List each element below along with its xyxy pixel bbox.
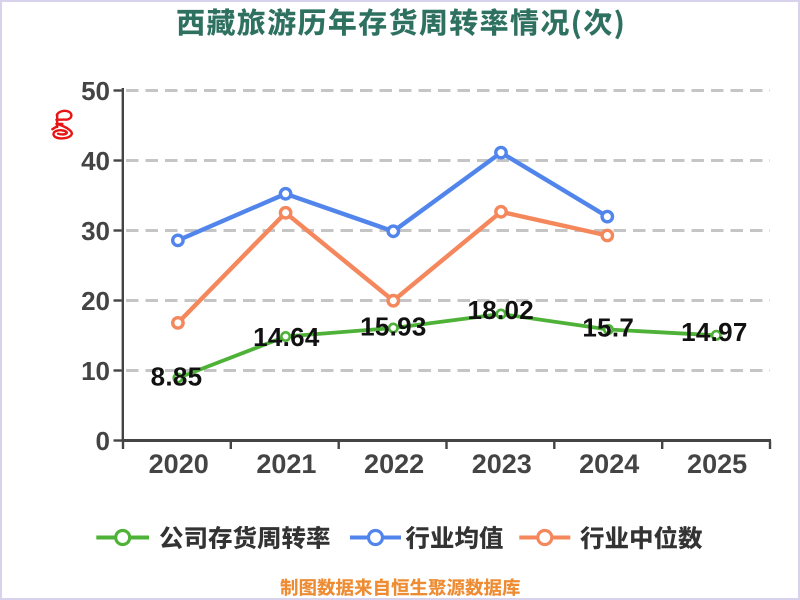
svg-text:2025: 2025 — [687, 449, 747, 479]
svg-text:14.64: 14.64 — [253, 322, 320, 352]
svg-text:8.85: 8.85 — [151, 362, 203, 392]
svg-text:18.02: 18.02 — [468, 295, 535, 325]
svg-text:20: 20 — [81, 286, 110, 316]
svg-text:2023: 2023 — [472, 449, 532, 479]
svg-text:0: 0 — [96, 426, 110, 456]
svg-text:15.7: 15.7 — [582, 313, 634, 343]
svg-text:2024: 2024 — [579, 449, 639, 479]
svg-text:40: 40 — [81, 146, 110, 176]
svg-text:10: 10 — [81, 356, 110, 386]
svg-text:15.93: 15.93 — [360, 312, 427, 342]
svg-text:2020: 2020 — [149, 449, 209, 479]
svg-text:30: 30 — [81, 216, 110, 246]
svg-text:50: 50 — [81, 76, 110, 106]
svg-text:14.97: 14.97 — [681, 317, 748, 347]
svg-text:2022: 2022 — [364, 449, 424, 479]
svg-text:2021: 2021 — [256, 449, 316, 479]
